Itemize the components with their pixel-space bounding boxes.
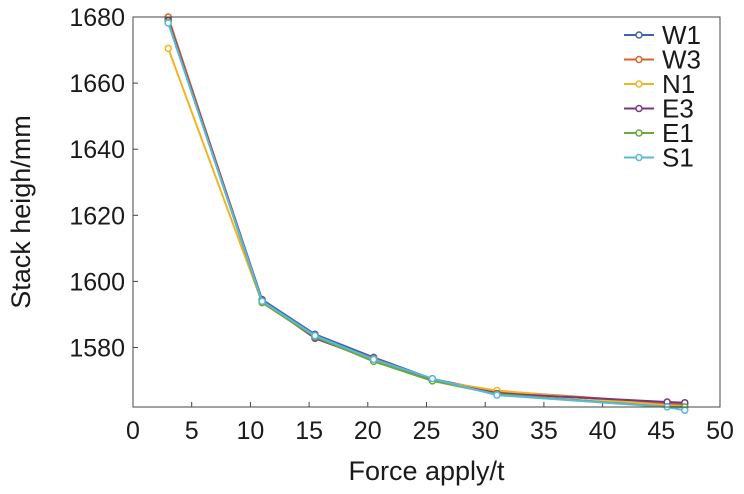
data-point [258, 297, 266, 305]
y-tick-label: 1680 [69, 4, 125, 32]
series-e3 [164, 16, 689, 407]
series-e1 [164, 18, 689, 411]
series-n1 [164, 44, 689, 410]
plot-frame [132, 16, 721, 408]
series-w1 [164, 14, 689, 409]
legend-swatch-marker [635, 153, 643, 162]
series-s1 [164, 19, 689, 415]
legend-label: W1 [662, 20, 701, 50]
x-axis-ticks: 0 5 10 15 20 25 30 35 40 45 50 [126, 402, 734, 445]
series-line [167, 22, 685, 412]
y-axis-label: Stack heigh/mm [6, 115, 36, 309]
data-point [164, 44, 172, 53]
y-tick-label: 1600 [69, 268, 125, 296]
x-tick-label: 0 [126, 417, 140, 445]
legend-item-w3: W3 [624, 45, 701, 75]
series-line [167, 18, 685, 406]
series-line [167, 19, 685, 404]
series-line [167, 48, 685, 407]
legend-label: E1 [662, 118, 694, 148]
x-tick-label: 30 [471, 417, 499, 445]
y-tick-label: 1640 [69, 136, 125, 164]
series-line [167, 21, 685, 408]
x-axis-label: Force apply/t [348, 456, 505, 486]
data-point [493, 391, 501, 399]
legend-swatch-marker [635, 80, 643, 88]
series-w3 [164, 13, 689, 408]
legend-label: E3 [662, 94, 694, 124]
x-tick-label: 15 [295, 417, 323, 445]
legend-item-n1: N1 [624, 69, 695, 99]
x-tick-label: 40 [589, 417, 617, 445]
x-tick-label: 20 [354, 417, 382, 445]
x-tick-label: 45 [647, 417, 675, 445]
data-point [428, 374, 437, 383]
x-tick-label: 25 [413, 417, 441, 445]
legend-label: N1 [662, 69, 695, 99]
legend-swatch-marker [635, 104, 643, 113]
legend-swatch-marker [635, 55, 643, 64]
y-axis-ticks: 1580 1600 1620 1640 1660 1680 [69, 4, 138, 363]
data-point [681, 406, 689, 415]
y-tick-label: 1620 [69, 202, 125, 230]
x-tick-label: 50 [706, 417, 734, 445]
legend-item-e3: E3 [624, 94, 694, 124]
legend-swatch-marker [635, 31, 643, 39]
legend-item-e1: E1 [624, 118, 694, 148]
series-line [167, 16, 685, 405]
data-point [369, 355, 378, 364]
y-tick-label: 1660 [69, 70, 125, 98]
legend-label: W3 [662, 45, 701, 75]
data-point [311, 331, 319, 340]
legend-swatch-marker [635, 129, 643, 137]
legend-item-s1: S1 [624, 143, 694, 173]
data-point [164, 19, 172, 27]
x-tick-label: 10 [236, 417, 264, 445]
legend-item-w1: W1 [624, 20, 701, 50]
x-tick-label: 5 [185, 417, 199, 445]
x-tick-label: 35 [530, 417, 558, 445]
y-tick-label: 1580 [69, 335, 125, 363]
series-lines [164, 13, 689, 415]
legend-label: S1 [662, 143, 694, 173]
